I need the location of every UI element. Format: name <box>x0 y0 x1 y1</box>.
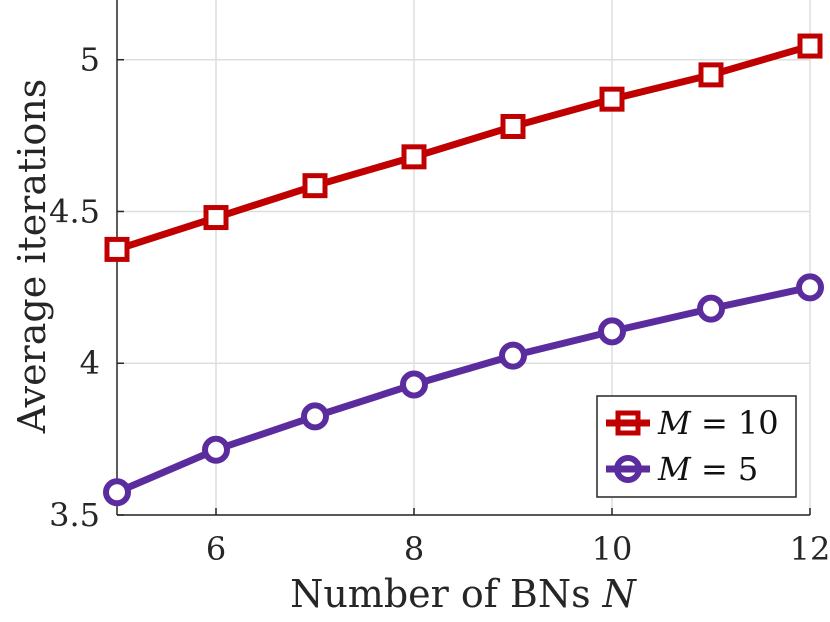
data-point-m-5 <box>499 341 527 370</box>
data-point-m-10 <box>599 86 625 112</box>
x-tick-label-8: 8 <box>404 530 424 568</box>
x-tick-label-6: 6 <box>206 530 226 568</box>
data-point-m-5 <box>202 435 230 464</box>
data-point-m-10 <box>104 236 130 262</box>
legend-marker-m-5 <box>614 455 642 483</box>
data-point-m-5 <box>598 317 626 346</box>
y-tick-label-3-5: 3.5 <box>49 496 100 534</box>
y-tick-label-5: 5 <box>80 41 100 79</box>
x-axis-title: Number of BNs N <box>290 572 638 616</box>
legend-label-m-5: M = 5 <box>657 450 758 488</box>
legend-marker-m-10 <box>615 410 641 436</box>
data-point-m-5 <box>796 273 824 302</box>
data-point-m-10 <box>203 205 229 231</box>
legend-entry-m-10: M = 10 <box>606 404 779 442</box>
legend-entry-m-5: M = 5 <box>606 450 758 488</box>
data-point-m-5 <box>301 402 329 431</box>
series-line-m-5 <box>113 283 814 496</box>
data-point-m-10 <box>797 33 823 59</box>
legend-label-m-10: M = 10 <box>657 404 779 442</box>
series-m-10 <box>104 33 823 262</box>
series-m-5 <box>103 273 824 507</box>
x-tick-label-12: 12 <box>790 530 830 568</box>
y-tick-label-4-5: 4.5 <box>49 192 100 230</box>
data-point-m-5 <box>697 294 725 323</box>
series-layer <box>103 33 824 507</box>
data-point-m-10 <box>698 62 724 88</box>
series-line-m-10 <box>113 42 814 253</box>
data-point-m-5 <box>103 478 131 507</box>
data-point-m-10 <box>500 113 526 139</box>
data-point-m-10 <box>401 144 427 170</box>
y-axis-title: Average iterations <box>10 79 54 435</box>
legend: M = 10 M = 5 <box>596 395 797 498</box>
data-point-m-5 <box>400 370 428 399</box>
y-tick-label-4: 4 <box>80 344 100 382</box>
x-tick-label-10: 10 <box>592 530 633 568</box>
data-point-m-10 <box>302 173 328 199</box>
grid-lines <box>117 0 811 516</box>
